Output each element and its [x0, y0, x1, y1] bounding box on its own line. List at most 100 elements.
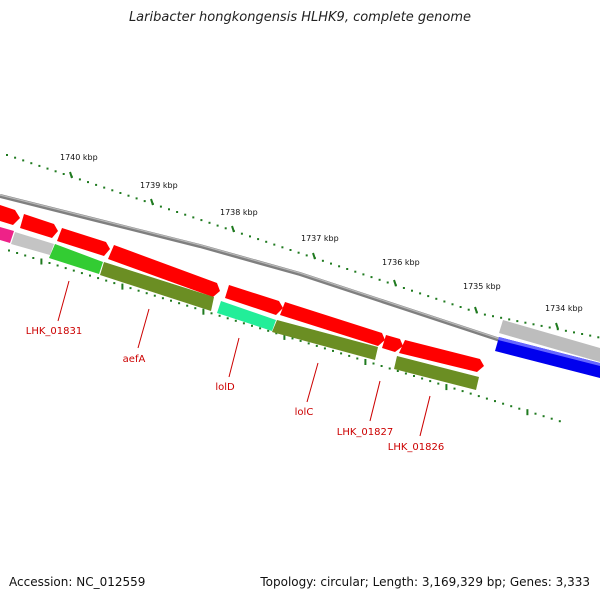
inner-minor-tick: [161, 297, 164, 300]
gene-label-lolC: lolC: [295, 407, 314, 418]
inner-major-tick: [526, 409, 529, 416]
minor-tick: [135, 197, 138, 200]
minor-tick: [216, 224, 219, 227]
minor-tick: [289, 249, 292, 251]
inner-minor-tick: [137, 289, 140, 292]
minor-tick: [378, 278, 381, 281]
minor-tick: [297, 251, 300, 254]
minor-tick: [192, 216, 195, 219]
inner-minor-tick: [453, 387, 456, 390]
minor-tick: [467, 308, 470, 311]
inner-minor-tick: [307, 342, 310, 345]
inner-minor-tick: [194, 307, 197, 310]
inner-minor-tick: [469, 392, 472, 395]
inner-minor-tick: [315, 344, 318, 347]
inner-minor-tick: [89, 274, 91, 277]
minor-tick: [38, 164, 41, 167]
minor-tick: [402, 287, 405, 289]
reverse-cds-lolD: [217, 301, 276, 331]
tick-label-1736: 1736 kbp: [382, 258, 420, 267]
minor-tick: [257, 238, 260, 241]
gene-label-LHK_01831: LHK_01831: [26, 326, 82, 337]
minor-tick: [14, 156, 17, 159]
inner-major-tick: [40, 258, 43, 265]
forward-cds-4: [108, 245, 220, 297]
minor-tick: [346, 268, 349, 270]
forward-cds-3: [57, 228, 110, 256]
gene-callouts: [57, 280, 431, 437]
minor-tick: [22, 159, 25, 162]
minor-tick: [443, 300, 446, 303]
minor-tick: [589, 334, 592, 337]
tick-label-1740: 1740 kbp: [60, 153, 98, 162]
reverse-cds-LHK_01831: [49, 244, 103, 274]
inner-minor-tick: [494, 400, 496, 403]
tick-label-1735: 1735 kbp: [463, 282, 501, 291]
accession-text: Accession: NC_012559: [9, 575, 146, 589]
blue-feature-highlight: [498, 337, 600, 366]
inner-minor-tick: [32, 257, 35, 259]
minor-tick: [581, 333, 584, 335]
minor-tick: [532, 323, 535, 326]
minor-tick: [87, 181, 89, 184]
inner-minor-tick: [421, 377, 424, 380]
inner-minor-tick: [97, 277, 100, 280]
minor-tick: [305, 254, 308, 257]
tick-label-1737: 1737 kbp: [301, 234, 339, 243]
minor-tick: [103, 186, 106, 189]
inner-minor-tick: [170, 299, 172, 302]
inner-minor-tick: [267, 329, 270, 332]
callout-aefA: [137, 308, 150, 349]
inner-minor-tick: [105, 279, 108, 282]
inner-minor-tick: [210, 312, 213, 315]
inner-minor-tick: [80, 272, 83, 275]
minor-tick: [281, 246, 284, 249]
callout-lolD: [228, 337, 240, 378]
inner-minor-tick: [259, 327, 262, 330]
inner-minor-tick: [291, 337, 294, 340]
minor-tick: [127, 194, 130, 197]
inner-major-tick: [202, 308, 205, 315]
minor-tick: [427, 295, 430, 298]
minor-tick: [573, 331, 575, 334]
inner-major-tick: [364, 359, 367, 365]
inner-minor-tick: [372, 362, 375, 365]
map-title: Laribacter hongkongensis HLHK9, complete…: [128, 10, 472, 25]
inner-minor-tick: [16, 252, 19, 254]
major-tick-1735: [474, 306, 478, 314]
inner-minor-tick: [380, 365, 383, 367]
minor-tick: [548, 326, 551, 329]
forward-cds-7: [382, 335, 403, 352]
minor-tick: [143, 200, 146, 203]
inner-minor-tick: [396, 370, 399, 372]
major-ticks: [69, 171, 559, 330]
minor-tick: [435, 297, 438, 300]
gene-label-LHK_01826: LHK_01826: [388, 442, 444, 453]
gene-label-LHK_01827: LHK_01827: [337, 427, 393, 438]
inner-minor-tick: [340, 352, 343, 355]
inner-minor-tick: [186, 304, 189, 307]
major-tick-1736: [393, 279, 397, 287]
minor-tick: [500, 316, 503, 319]
minor-tick: [249, 235, 251, 238]
inner-minor-tick: [242, 322, 245, 325]
callout-LHK_01831: [57, 280, 70, 322]
inner-minor-tick: [388, 367, 391, 370]
inner-minor-tick: [113, 282, 116, 285]
inner-minor-tick: [275, 332, 278, 335]
inner-minor-tick: [437, 382, 440, 385]
minor-tick: [370, 276, 373, 279]
callout-LHK_01827: [369, 380, 381, 422]
inner-major-tick: [445, 384, 448, 391]
reverse-cds-lolC: [272, 320, 378, 360]
tick-label-1739: 1739 kbp: [140, 181, 178, 190]
minor-tick: [46, 167, 49, 170]
inner-minor-tick: [226, 317, 229, 320]
minor-tick: [451, 303, 454, 306]
inner-minor-tick: [485, 397, 488, 400]
inner-minor-tick: [48, 262, 51, 264]
minor-tick: [240, 232, 243, 235]
forward-cds-1: [0, 205, 20, 225]
inner-minor-tick: [429, 380, 432, 383]
